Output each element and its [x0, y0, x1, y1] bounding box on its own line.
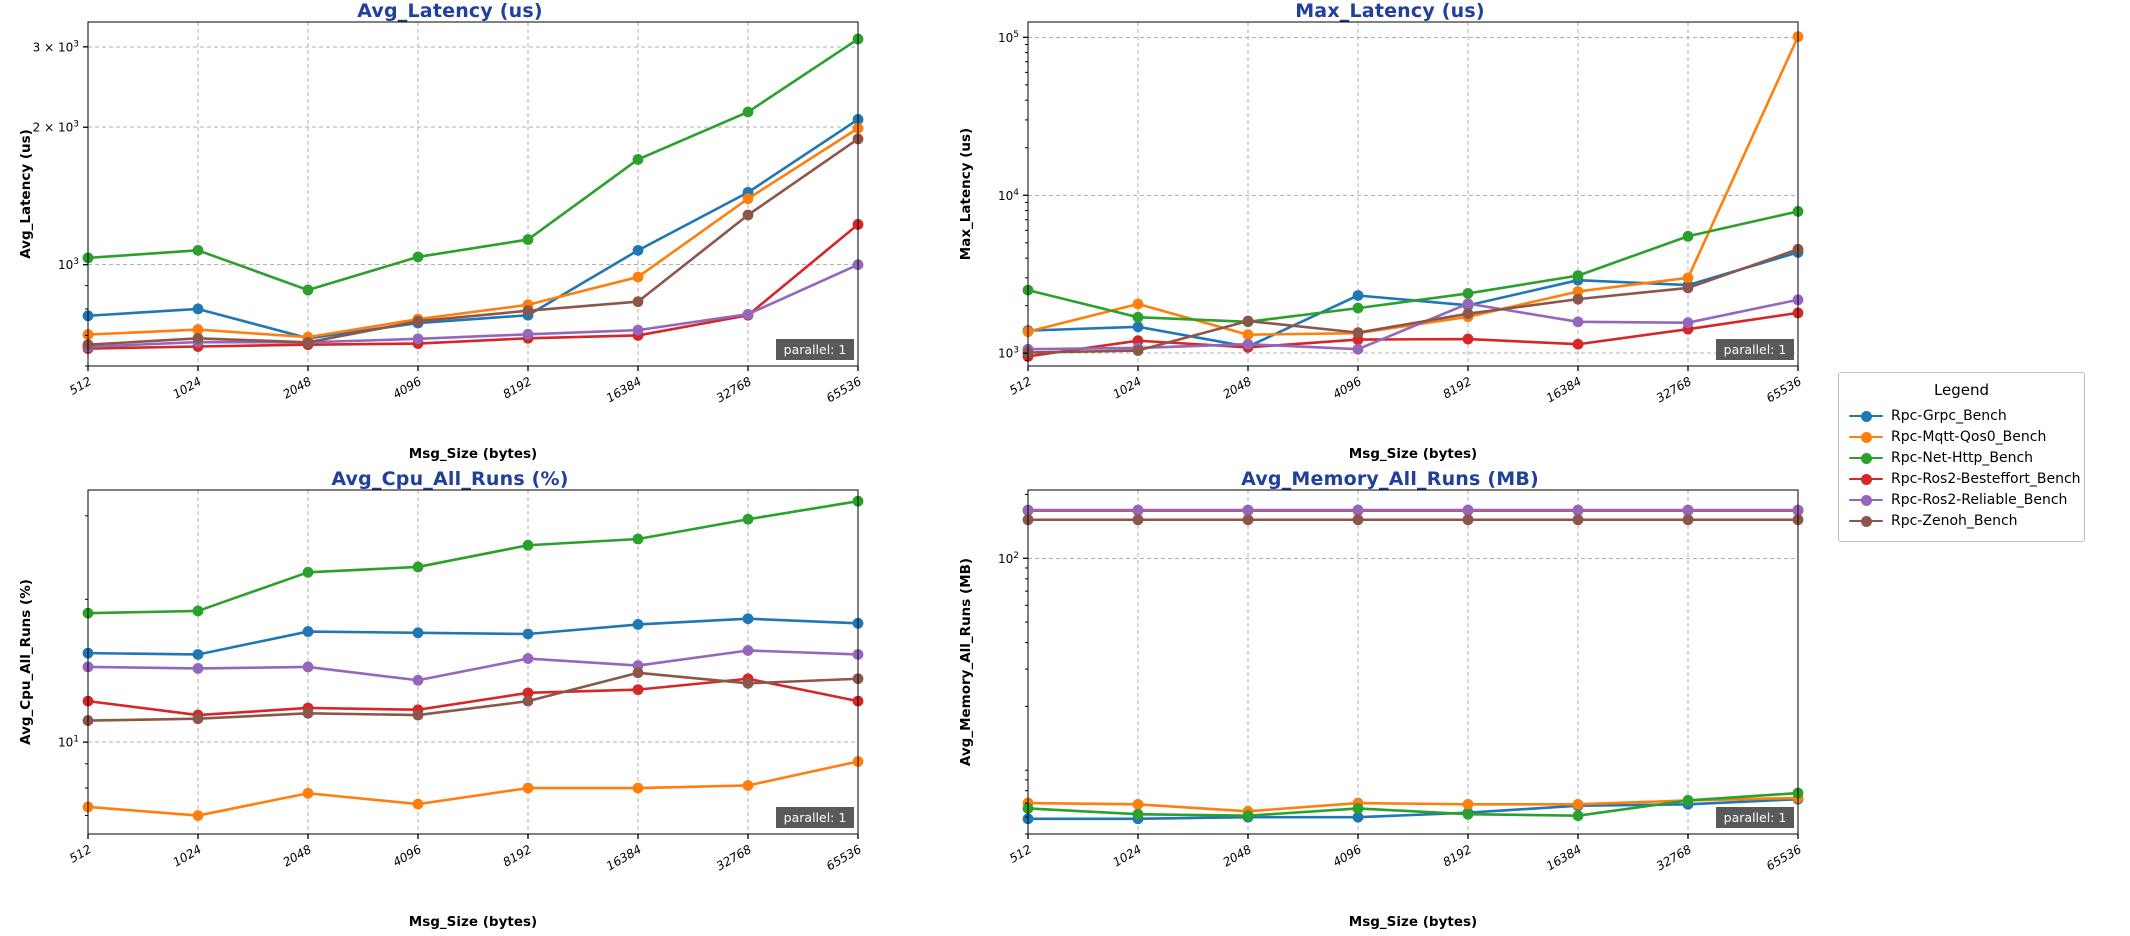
x-tick-label: 8192 [1440, 374, 1473, 401]
chart-panel-avg-memory: Avg_Memory_All_Runs (MB) 102 512 1024 2048 4… [940, 468, 1840, 936]
plot-max-latency: 103 104 105 512 1024 2048 4096 8192 16384 32768 65… [958, 21, 1804, 462]
x-axis-label: Msg_Size (bytes) [1349, 914, 1477, 930]
legend-item-0[interactable]: Rpc-Grpc_Bench [1849, 405, 2074, 426]
chart-title: Avg_Cpu_All_Runs (%) [331, 468, 569, 490]
x-tick-label: 512 [1007, 842, 1034, 866]
x-tick-label: 2048 [1220, 842, 1254, 870]
chart-panel-avg-cpu: Avg_Cpu_All_Runs (%) 101 512 1024 2048 4096 8… [0, 468, 900, 936]
x-tick-label: 8192 [500, 842, 533, 869]
legend-item-2[interactable]: Rpc-Net-Http_Bench [1849, 447, 2074, 468]
x-tick-label: 16384 [604, 842, 644, 873]
y-tick-label: 3 × 103 [33, 39, 79, 54]
parallel-annotation: parallel: 1 [776, 807, 854, 828]
legend: Legend Rpc-Grpc_Bench Rpc-Mqtt-Qos0_Bench… [1838, 372, 2085, 542]
x-tick-label: 32768 [1654, 842, 1694, 873]
y-tick-label: 2 × 103 [33, 120, 79, 135]
series-rpc-net-http-bench [82, 495, 864, 619]
x-axis-label: Msg_Size (bytes) [1349, 446, 1477, 462]
parallel-annotation-text: parallel: 1 [1724, 342, 1787, 357]
x-tick-label: 512 [67, 374, 94, 398]
y-axis-label: Avg_Latency (us) [18, 129, 34, 259]
chart-title: Max_Latency (us) [1295, 0, 1485, 22]
chart-panel-max-latency: Max_Latency (us) 103 104 105 512 1024 2048 409… [940, 0, 1840, 468]
chart-panel-avg-latency: Avg_Latency (us) 103 2 × 103 3 × 103 512 102… [0, 0, 900, 468]
legend-swatch-icon [1849, 451, 1883, 465]
parallel-annotation-text: parallel: 1 [1724, 810, 1787, 825]
chart-title: Avg_Memory_All_Runs (MB) [1241, 468, 1539, 490]
y-axis-label: Max_Latency (us) [958, 128, 974, 260]
x-tick-label: 32768 [714, 842, 754, 873]
series-rpc-ros2-reliable-bench [82, 645, 864, 686]
legend-item-1[interactable]: Rpc-Mqtt-Qos0_Bench [1849, 426, 2074, 447]
x-tick-label: 1024 [1110, 842, 1143, 869]
y-tick-label: 104 [998, 188, 1019, 203]
x-tick-label: 2048 [1220, 374, 1254, 402]
legend-item-label: Rpc-Zenoh_Bench [1891, 512, 2018, 529]
parallel-annotation: parallel: 1 [1716, 339, 1794, 360]
parallel-annotation-text: parallel: 1 [784, 342, 847, 357]
x-axis-label: Msg_Size (bytes) [409, 446, 537, 462]
x-tick-label: 1024 [170, 374, 203, 401]
legend-item-label: Rpc-Ros2-Besteffort_Bench [1891, 470, 2081, 487]
parallel-annotation: parallel: 1 [1716, 807, 1794, 828]
x-tick-label: 16384 [1544, 374, 1584, 405]
x-tick-label: 4096 [390, 842, 424, 870]
parallel-annotation-text: parallel: 1 [784, 810, 847, 825]
legend-swatch-icon [1849, 409, 1883, 423]
y-tick-label: 101 [58, 735, 79, 750]
legend-item-3[interactable]: Rpc-Ros2-Besteffort_Bench [1849, 468, 2081, 489]
x-tick-label: 16384 [1544, 842, 1584, 873]
chart-title: Avg_Latency (us) [357, 0, 543, 22]
x-tick-label: 2048 [280, 842, 314, 870]
x-tick-label: 1024 [1110, 374, 1143, 401]
x-tick-label: 65536 [824, 374, 864, 405]
parallel-annotation: parallel: 1 [776, 339, 854, 360]
legend-swatch-icon [1849, 472, 1883, 486]
legend-item-label: Rpc-Mqtt-Qos0_Bench [1891, 428, 2047, 445]
legend-item-label: Rpc-Ros2-Reliable_Bench [1891, 491, 2068, 508]
series-rpc-net-http-bench [82, 33, 864, 296]
x-tick-label: 8192 [1440, 842, 1473, 869]
x-tick-label: 65536 [1764, 374, 1804, 405]
x-tick-label: 2048 [280, 374, 314, 402]
y-tick-label: 103 [998, 346, 1019, 361]
x-tick-label: 65536 [1764, 842, 1804, 873]
y-tick-label: 105 [998, 30, 1019, 45]
plot-avg-latency: 103 2 × 103 3 × 103 512 1024 2048 4096 8192 1638… [18, 21, 864, 462]
y-axis-label: Avg_Memory_All_Runs (MB) [958, 558, 974, 766]
x-tick-label: 1024 [170, 842, 203, 869]
x-tick-label: 65536 [824, 842, 864, 873]
plot-avg-memory: 102 512 1024 2048 4096 8192 16384 32768 65536 Msg… [958, 489, 1804, 930]
legend-swatch-icon [1849, 493, 1883, 507]
legend-swatch-icon [1849, 514, 1883, 528]
y-axis-label: Avg_Cpu_All_Runs (%) [18, 579, 34, 745]
x-tick-label: 4096 [390, 374, 424, 402]
x-tick-label: 16384 [604, 374, 644, 405]
x-tick-label: 512 [67, 842, 94, 866]
y-tick-label: 102 [998, 551, 1019, 566]
legend-item-5[interactable]: Rpc-Zenoh_Bench [1849, 510, 2074, 531]
legend-item-4[interactable]: Rpc-Ros2-Reliable_Bench [1849, 489, 2074, 510]
plot-avg-cpu: 101 512 1024 2048 4096 8192 16384 32768 65536 Msg… [18, 489, 864, 930]
x-tick-label: 512 [1007, 374, 1034, 398]
series-rpc-grpc-bench [82, 613, 864, 660]
legend-swatch-icon [1849, 430, 1883, 444]
y-tick-label: 103 [58, 257, 79, 272]
series-rpc-zenoh-bench [82, 133, 864, 351]
series-rpc-mqtt-qos0-bench [82, 756, 864, 821]
x-tick-label: 4096 [1330, 842, 1364, 870]
x-axis-label: Msg_Size (bytes) [409, 914, 537, 930]
legend-item-label: Rpc-Net-Http_Bench [1891, 449, 2034, 466]
series-rpc-zenoh-bench [1022, 243, 1804, 358]
x-tick-label: 32768 [714, 374, 754, 405]
series-rpc-net-http-bench [1022, 787, 1804, 822]
legend-item-label: Rpc-Grpc_Bench [1891, 407, 2007, 424]
legend-title: Legend [1933, 381, 1990, 399]
x-tick-label: 8192 [500, 374, 533, 401]
x-tick-label: 4096 [1330, 374, 1364, 402]
x-tick-label: 32768 [1654, 374, 1694, 405]
